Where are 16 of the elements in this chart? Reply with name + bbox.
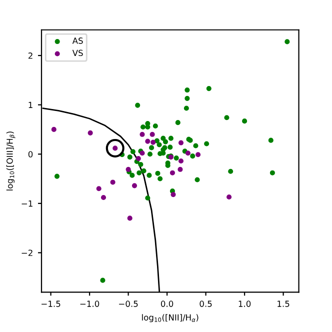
legend-label: AS	[72, 38, 83, 44]
x-tick-label: −0.5	[119, 300, 138, 307]
x-tick-label: 1.5	[278, 300, 290, 307]
y-tick-label: −2	[22, 250, 32, 256]
x-axis-title: log$_{10}$([NII]/H$_{α}$)	[142, 314, 198, 322]
y-tick-label: 0	[28, 151, 33, 158]
x-tick-label: 0.5	[200, 300, 212, 307]
y-axis-title: log$_{10}$([OIII]/H$_{β}$)	[6, 132, 16, 190]
legend-label: VS	[72, 50, 83, 56]
x-tick-label: −1.5	[42, 300, 60, 307]
x-tick-label: −1.0	[80, 300, 100, 307]
y-tick-label: −1	[22, 200, 32, 207]
y-tick-label: 1	[28, 102, 32, 108]
y-tick-label: 2	[28, 52, 32, 59]
x-tick-label: 0.0	[160, 300, 174, 307]
x-tick-label: 1.0	[238, 300, 251, 307]
